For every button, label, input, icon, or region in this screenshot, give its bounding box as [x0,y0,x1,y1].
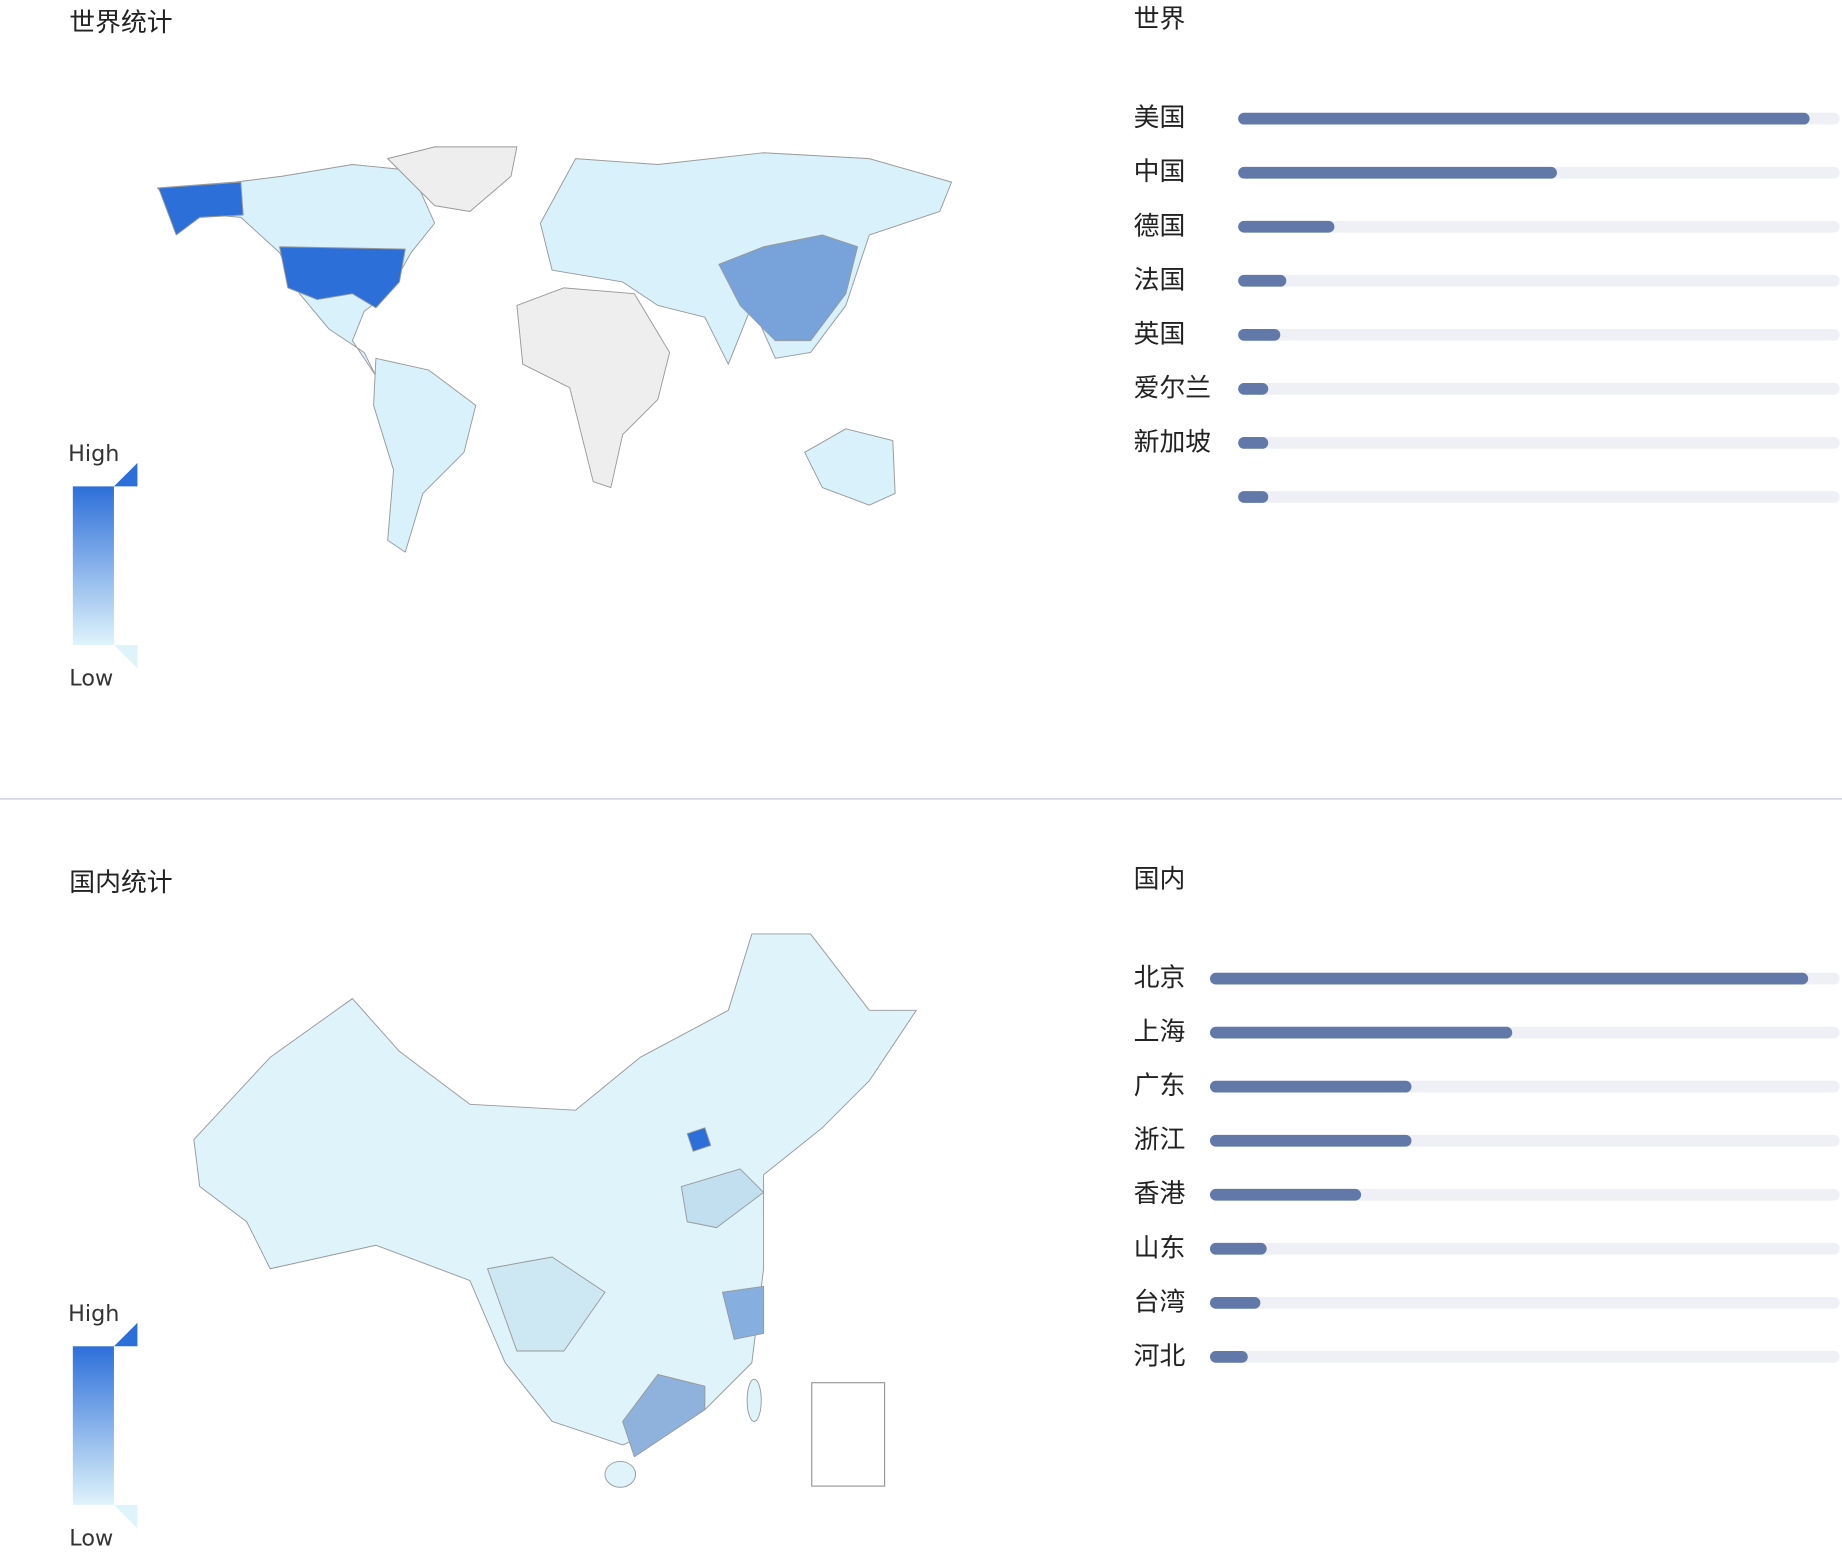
bar-track [1238,328,1840,341]
bar-label: 台湾 [1134,1287,1186,1317]
bar-track [1209,1188,1840,1201]
bar [1209,1026,1513,1039]
visual-map-low: Low [69,666,113,692]
bar-track [1209,1242,1840,1255]
world-map [156,146,953,553]
bar [1209,1242,1267,1255]
chart-title: 国内统计 [69,868,172,898]
visual-map-bar [72,486,114,645]
china-map [193,933,917,1488]
bar [1238,437,1269,449]
chart-title: 国内 [1134,864,1186,894]
visual-map-high: High [68,1301,119,1327]
visual-map-handle [113,1504,138,1529]
bar-label: 浙江 [1134,1125,1186,1155]
visual-map-low: Low [69,1525,113,1551]
bar-label: 上海 [1134,1017,1186,1047]
bar [1238,220,1335,233]
bar [1238,491,1269,503]
bar-label: 北京 [1134,963,1186,993]
bar-track [1238,220,1840,233]
bar-label: 美国 [1134,103,1186,133]
bar-track [1238,382,1840,395]
chart-title: 世界统计 [69,8,172,38]
bar [1238,382,1269,395]
bar-label: 新加坡 [1134,427,1211,457]
bar-label: 法国 [1134,265,1186,295]
bar-label: 河北 [1134,1341,1186,1371]
visual-map-handle [113,462,138,487]
visual-map-high: High [68,441,119,467]
bar-label: 山东 [1134,1233,1186,1263]
bar-label: 广东 [1134,1071,1186,1101]
bar [1238,328,1281,341]
bar [1238,274,1287,287]
bar-track [1209,1296,1840,1309]
bar-track [1238,437,1840,449]
bar-track [1238,491,1840,503]
bar-label: 英国 [1134,319,1186,349]
bar [1209,972,1809,985]
chart-title: 世界 [1134,5,1186,35]
visual-map-handle [113,1322,138,1347]
bar [1209,1188,1362,1201]
bar-label: 中国 [1134,157,1186,187]
bar [1238,166,1557,179]
bar-label: 德国 [1134,211,1186,241]
bar-label: 香港 [1134,1179,1186,1209]
bar [1209,1350,1248,1363]
bar-track [1238,274,1840,287]
bar [1209,1080,1412,1093]
visual-map-bar [72,1346,114,1505]
bar [1238,112,1810,125]
bar [1209,1296,1261,1309]
bar-label: 爱尔兰 [1134,373,1211,403]
bar [1209,1134,1412,1147]
visual-map-handle [113,644,138,669]
bar-track [1209,1350,1840,1363]
